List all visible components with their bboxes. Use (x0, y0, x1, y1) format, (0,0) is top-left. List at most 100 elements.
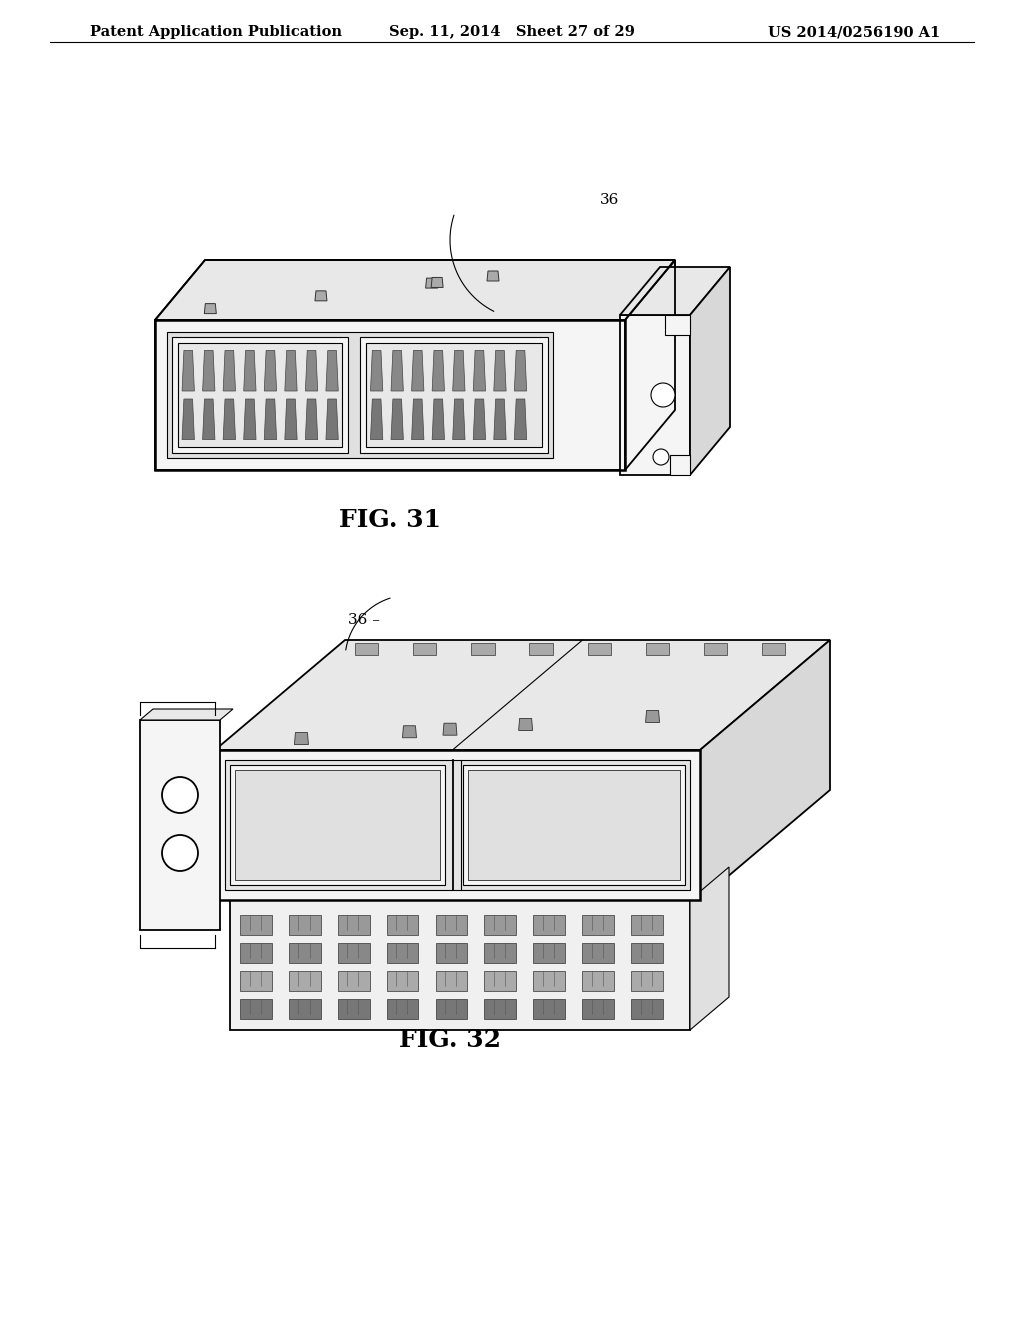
Polygon shape (412, 350, 424, 391)
Polygon shape (295, 733, 308, 744)
Polygon shape (338, 942, 370, 964)
Polygon shape (230, 900, 690, 1030)
Polygon shape (534, 915, 565, 935)
Polygon shape (178, 343, 342, 447)
Polygon shape (534, 972, 565, 991)
Polygon shape (264, 399, 276, 440)
Polygon shape (435, 972, 467, 991)
Polygon shape (371, 350, 383, 391)
Circle shape (651, 383, 675, 407)
Polygon shape (435, 942, 467, 964)
Polygon shape (494, 399, 506, 440)
Polygon shape (223, 399, 236, 440)
Polygon shape (244, 350, 256, 391)
Polygon shape (371, 399, 383, 440)
Polygon shape (225, 760, 690, 890)
Polygon shape (264, 350, 276, 391)
Polygon shape (529, 643, 553, 655)
Polygon shape (240, 999, 271, 1019)
Polygon shape (487, 271, 499, 281)
Polygon shape (167, 333, 553, 458)
Circle shape (162, 777, 198, 813)
Polygon shape (205, 304, 216, 314)
Polygon shape (631, 942, 663, 964)
Polygon shape (435, 999, 467, 1019)
Polygon shape (620, 267, 730, 315)
Polygon shape (244, 399, 256, 440)
Polygon shape (155, 319, 625, 470)
Polygon shape (453, 399, 465, 440)
Polygon shape (285, 350, 297, 391)
Polygon shape (534, 942, 565, 964)
Polygon shape (463, 766, 685, 884)
Polygon shape (391, 399, 403, 440)
Polygon shape (182, 399, 195, 440)
Polygon shape (583, 972, 614, 991)
Polygon shape (234, 770, 439, 880)
Text: Patent Application Publication: Patent Application Publication (90, 25, 342, 40)
Polygon shape (484, 972, 516, 991)
Polygon shape (620, 315, 690, 475)
Polygon shape (471, 643, 495, 655)
Polygon shape (700, 640, 830, 900)
Text: 36: 36 (600, 193, 620, 207)
Polygon shape (514, 350, 526, 391)
Polygon shape (240, 942, 271, 964)
Polygon shape (534, 999, 565, 1019)
Polygon shape (182, 350, 195, 391)
Text: FIG. 31: FIG. 31 (339, 508, 441, 532)
Polygon shape (203, 399, 215, 440)
Polygon shape (402, 726, 417, 738)
Polygon shape (514, 399, 526, 440)
Polygon shape (703, 643, 727, 655)
Polygon shape (443, 723, 457, 735)
Polygon shape (326, 350, 338, 391)
Polygon shape (367, 343, 542, 447)
Polygon shape (518, 718, 532, 730)
Polygon shape (453, 350, 465, 391)
Polygon shape (391, 350, 403, 391)
Polygon shape (583, 942, 614, 964)
Polygon shape (583, 915, 614, 935)
Polygon shape (387, 942, 419, 964)
Polygon shape (360, 337, 548, 453)
Polygon shape (338, 915, 370, 935)
Polygon shape (665, 315, 690, 335)
Polygon shape (387, 915, 419, 935)
Polygon shape (583, 999, 614, 1019)
Polygon shape (631, 999, 663, 1019)
Polygon shape (645, 710, 659, 722)
Polygon shape (412, 399, 424, 440)
Polygon shape (289, 999, 321, 1019)
Polygon shape (203, 350, 215, 391)
Polygon shape (230, 766, 444, 884)
Polygon shape (387, 972, 419, 991)
Text: Sep. 11, 2014   Sheet 27 of 29: Sep. 11, 2014 Sheet 27 of 29 (389, 25, 635, 40)
Text: 36 –: 36 – (348, 612, 380, 627)
Polygon shape (305, 350, 317, 391)
Polygon shape (645, 643, 669, 655)
Polygon shape (289, 915, 321, 935)
Polygon shape (413, 643, 436, 655)
Circle shape (653, 449, 669, 465)
Polygon shape (140, 709, 233, 719)
Polygon shape (338, 999, 370, 1019)
Text: FIG. 32: FIG. 32 (399, 1028, 501, 1052)
Polygon shape (338, 972, 370, 991)
Polygon shape (432, 399, 444, 440)
Polygon shape (289, 942, 321, 964)
Polygon shape (435, 915, 467, 935)
Polygon shape (494, 350, 506, 391)
Polygon shape (305, 399, 317, 440)
Polygon shape (431, 277, 443, 288)
Polygon shape (240, 915, 271, 935)
Polygon shape (473, 399, 485, 440)
Polygon shape (631, 915, 663, 935)
Polygon shape (468, 770, 680, 880)
Polygon shape (484, 999, 516, 1019)
Polygon shape (355, 643, 378, 655)
Polygon shape (473, 350, 485, 391)
Polygon shape (315, 290, 327, 301)
Polygon shape (289, 972, 321, 991)
Polygon shape (285, 399, 297, 440)
